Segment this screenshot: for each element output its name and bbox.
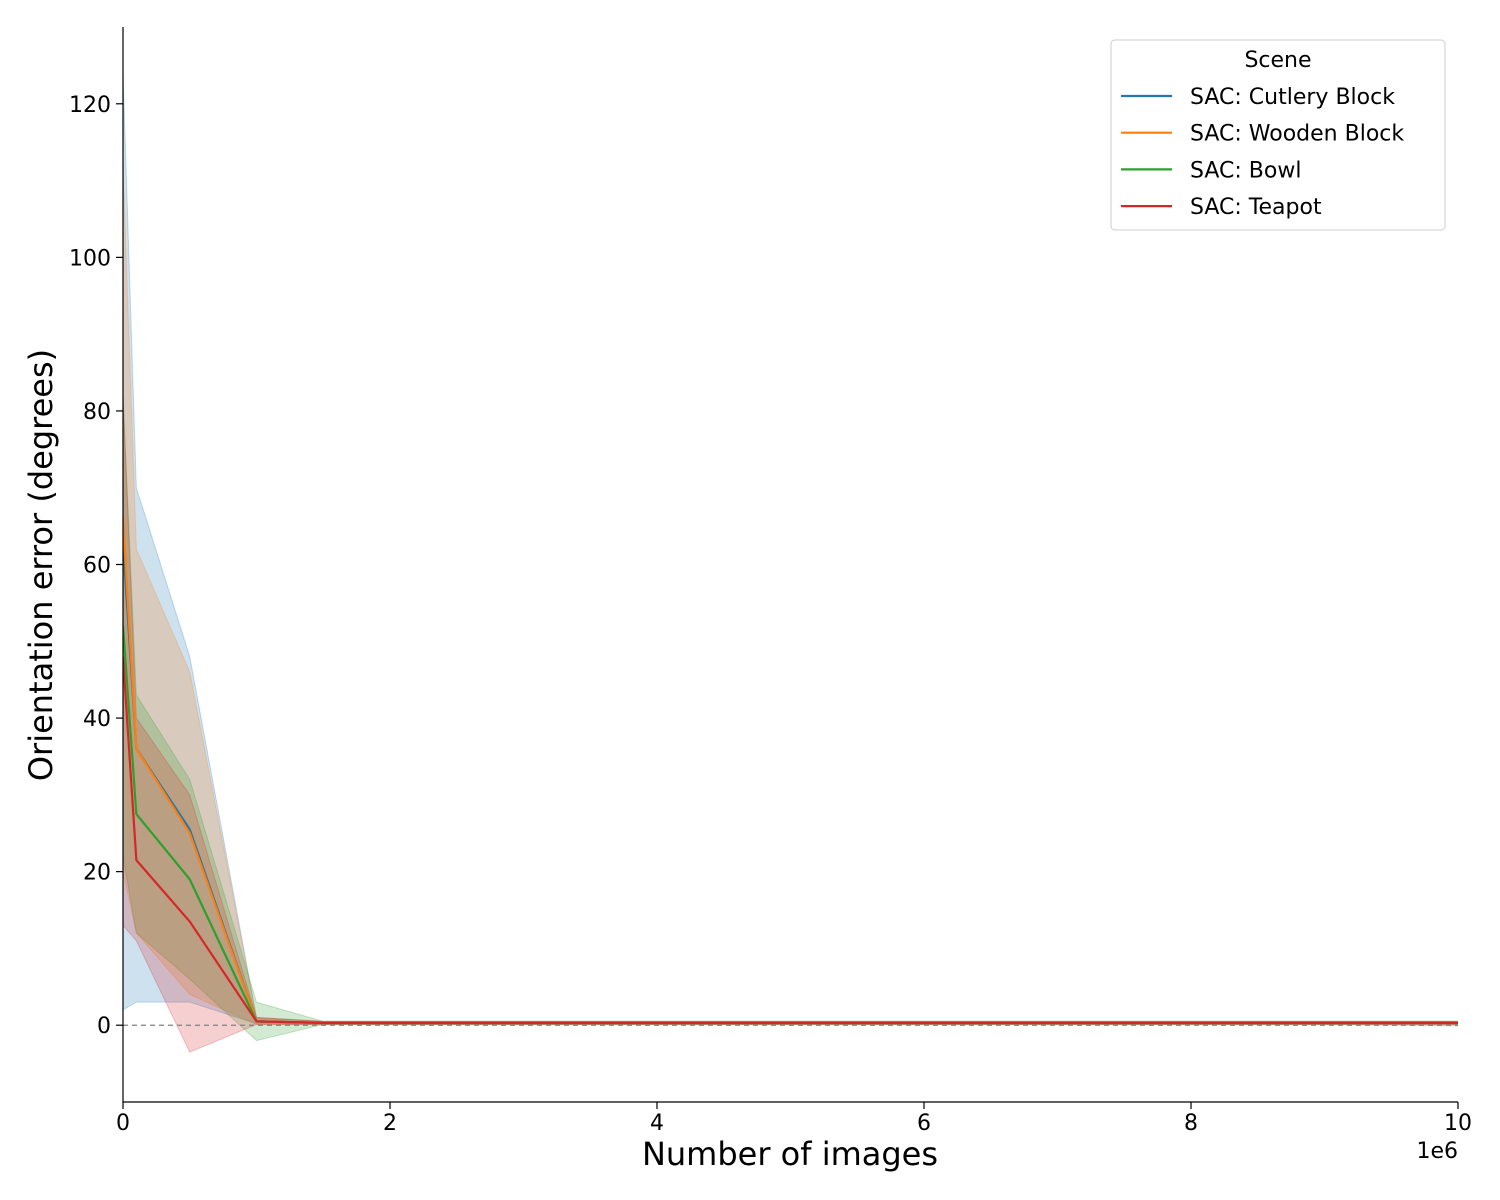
series-lines <box>123 518 1458 1025</box>
y-tick-label: 60 <box>83 554 111 579</box>
x-tick-label: 0 <box>116 1111 130 1136</box>
line-sac-bowl <box>123 625 1458 1025</box>
legend-label-sac-teapot: SAC: Teapot <box>1190 195 1322 220</box>
x-tick-label: 10 <box>1444 1111 1472 1136</box>
legend-frame <box>1110 39 1446 231</box>
y-axis-label: Orientation error (degrees) <box>22 349 60 781</box>
line-sac-cutlery-block <box>123 541 1458 1025</box>
y-tick-label: 20 <box>83 861 111 886</box>
line-sac-wooden-block <box>123 518 1458 1025</box>
x-tick-label: 2 <box>383 1111 397 1136</box>
y-tick-label: 120 <box>69 93 111 118</box>
band-sac-cutlery-block <box>123 73 1458 1025</box>
legend-label-sac-bowl: SAC: Bowl <box>1190 158 1301 183</box>
y-tick-label: 0 <box>97 1014 111 1039</box>
confidence-bands <box>123 73 1458 1053</box>
x-offset-label: 1e6 <box>1416 1139 1458 1164</box>
line-sac-teapot <box>123 656 1458 1025</box>
x-tick-label: 4 <box>650 1111 664 1136</box>
legend-label-sac-cutlery-block: SAC: Cutlery Block <box>1190 85 1395 110</box>
legend-label-sac-wooden-block: SAC: Wooden Block <box>1190 122 1404 147</box>
x-tick-label: 6 <box>917 1111 931 1136</box>
legend-items: SAC: Cutlery Block SAC: Wooden Block SAC: … <box>1121 85 1404 220</box>
x-tick-label: 8 <box>1184 1111 1198 1136</box>
x-axis-label: Number of images <box>642 1135 938 1173</box>
y-axis-ticks: 0 20 40 60 80 100 120 <box>69 93 123 1039</box>
legend-title: Scene <box>1244 48 1311 73</box>
band-sac-bowl <box>123 395 1458 1042</box>
y-tick-label: 80 <box>83 400 111 425</box>
y-tick-label: 40 <box>83 707 111 732</box>
legend: Scene SAC: Cutlery Block SAC: Wooden Bloc… <box>1110 39 1446 231</box>
x-axis-ticks: 0 2 4 6 8 10 <box>116 1102 1472 1136</box>
y-tick-label: 100 <box>69 246 111 271</box>
band-sac-teapot <box>123 395 1458 1053</box>
band-sac-wooden-block <box>123 165 1458 1025</box>
